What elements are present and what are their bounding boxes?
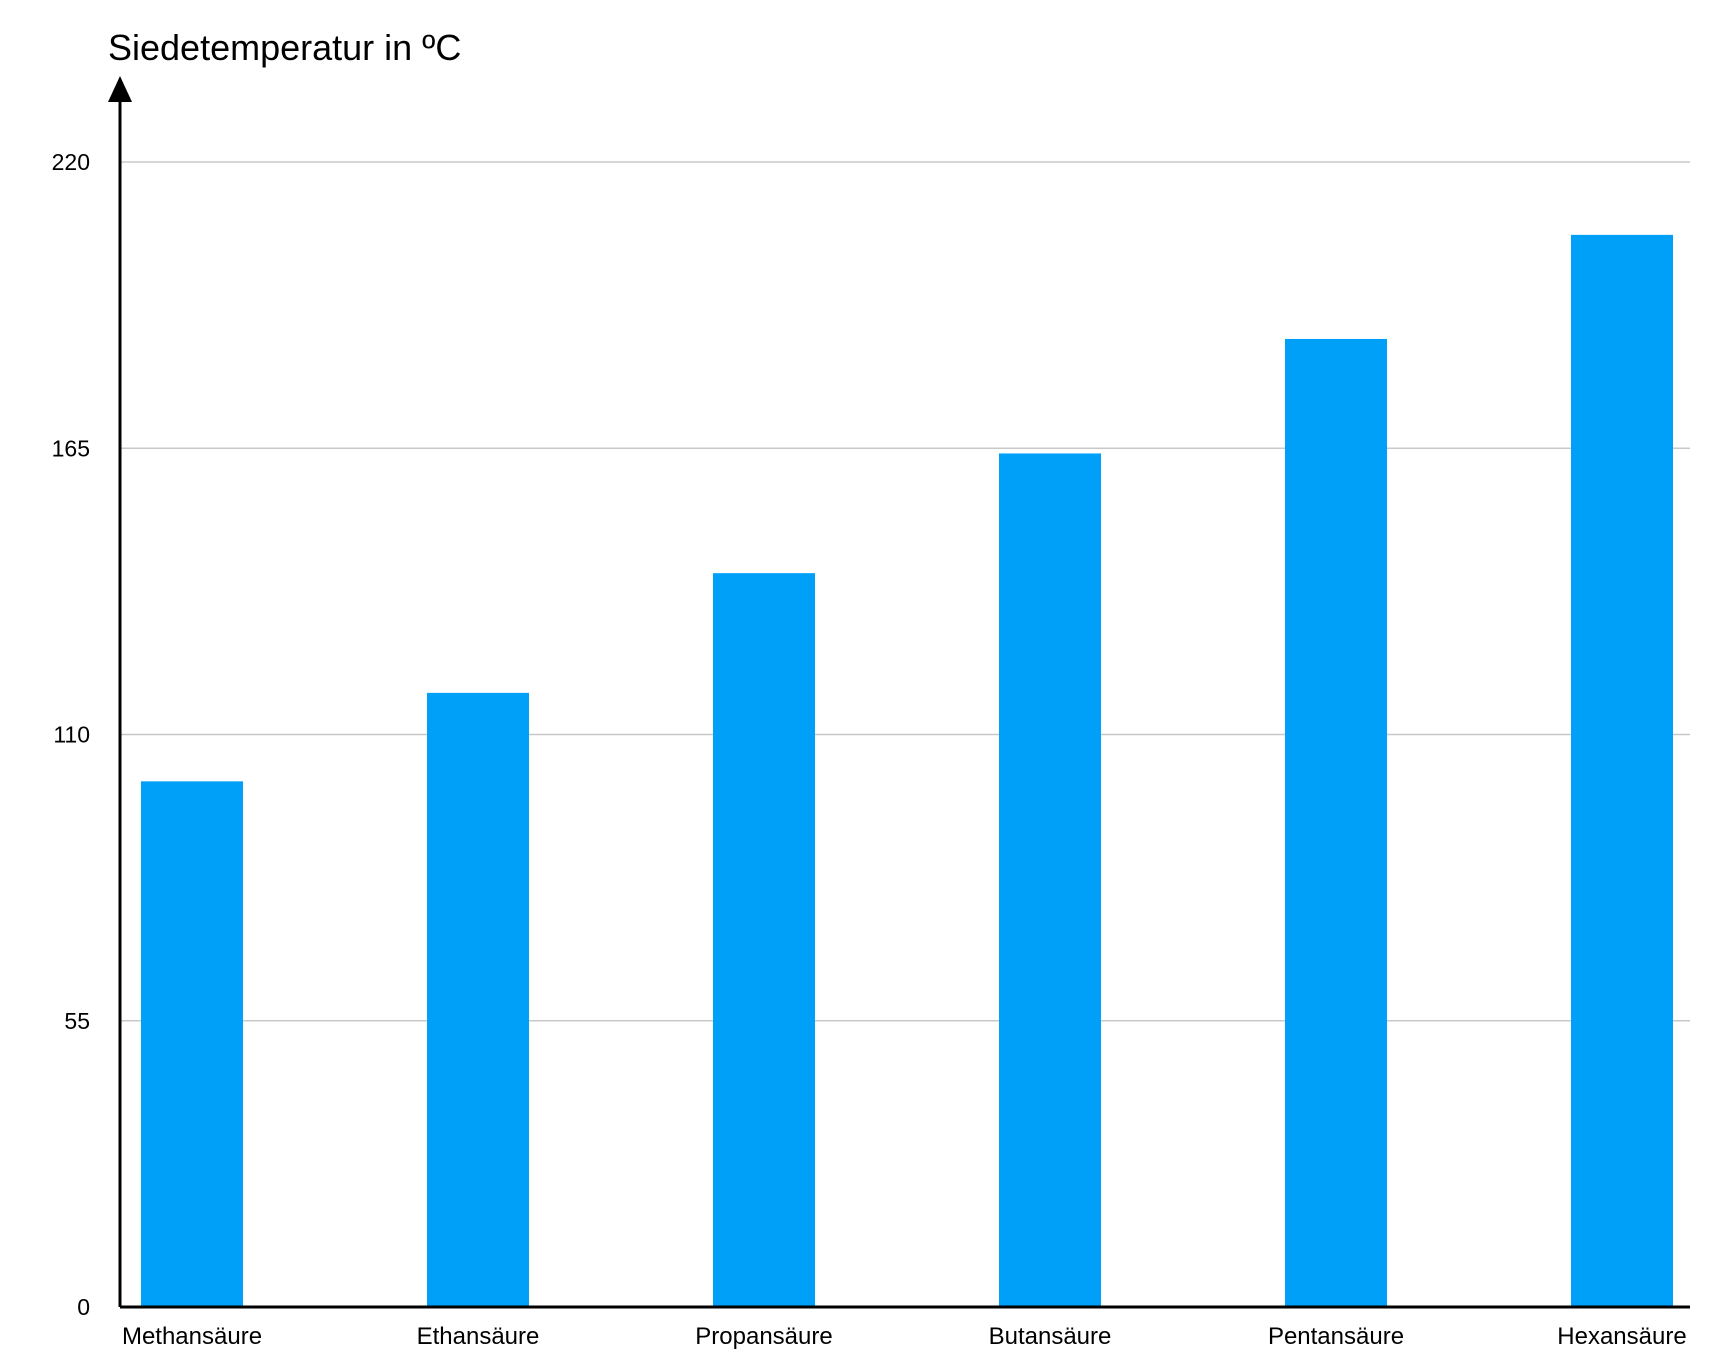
y-tick-label: 110 <box>53 722 90 748</box>
x-category-label: Methansäure <box>122 1323 262 1350</box>
x-category-label: Butansäure <box>989 1323 1112 1350</box>
bar-0 <box>141 781 243 1307</box>
x-category-label: Hexansäure <box>1557 1323 1686 1350</box>
y-tick-label: 220 <box>52 149 90 175</box>
y-tick-label: 55 <box>64 1008 90 1034</box>
x-category-label: Pentansäure <box>1268 1323 1404 1350</box>
y-tick-labels: 0 55 110 165 220 <box>52 149 90 1320</box>
bar-3 <box>999 453 1101 1307</box>
x-category-label: Ethansäure <box>417 1323 540 1350</box>
y-axis-arrow-icon <box>108 76 132 102</box>
bar-2 <box>713 573 815 1307</box>
bars <box>141 234 1673 1307</box>
y-tick-label: 165 <box>52 435 90 461</box>
y-axis-title: Siedetemperatur in ºC <box>108 27 461 68</box>
x-category-label: Propansäure <box>695 1323 832 1350</box>
gridlines <box>120 161 1690 1022</box>
bar-1 <box>427 692 529 1307</box>
y-tick-label: 0 <box>77 1294 90 1320</box>
axes <box>108 76 1690 1309</box>
bar-4 <box>1285 338 1387 1307</box>
x-category-labels: Methansäure Ethansäure Propansäure Butansäu… <box>122 1323 1687 1350</box>
bar-5 <box>1571 234 1673 1307</box>
